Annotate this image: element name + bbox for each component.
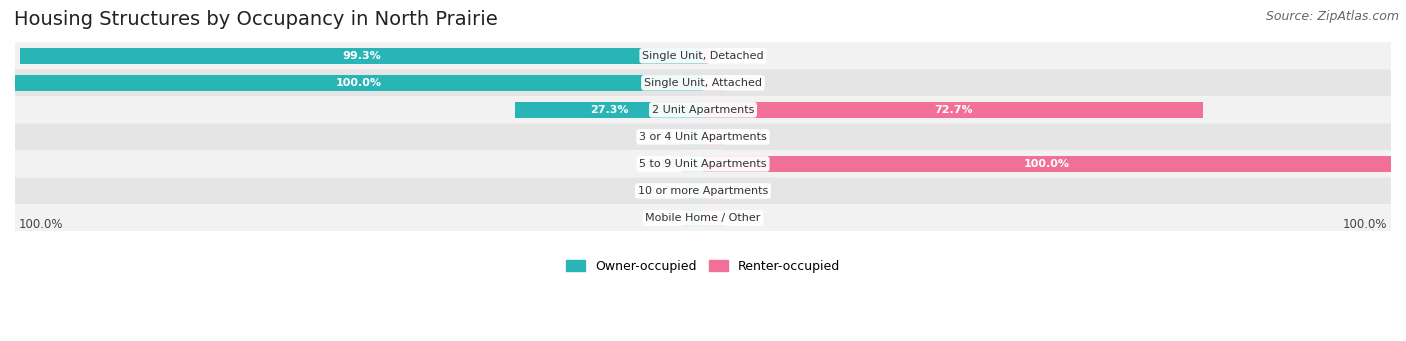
Bar	[703, 156, 1391, 172]
Bar	[515, 102, 703, 118]
Text: 72.7%: 72.7%	[934, 105, 973, 115]
Bar	[703, 48, 709, 64]
Text: 27.3%: 27.3%	[591, 105, 628, 115]
FancyBboxPatch shape	[15, 123, 1391, 150]
Text: 0.0%: 0.0%	[647, 186, 675, 196]
Text: 0.0%: 0.0%	[647, 132, 675, 142]
Text: 10 or more Apartments: 10 or more Apartments	[638, 186, 768, 196]
Bar	[703, 210, 724, 226]
Text: 3 or 4 Unit Apartments: 3 or 4 Unit Apartments	[640, 132, 766, 142]
Text: Housing Structures by Occupancy in North Prairie: Housing Structures by Occupancy in North…	[14, 10, 498, 29]
Text: Source: ZipAtlas.com: Source: ZipAtlas.com	[1265, 10, 1399, 23]
Bar	[682, 129, 703, 145]
Bar	[703, 183, 724, 199]
FancyBboxPatch shape	[15, 42, 1391, 69]
Bar	[703, 129, 724, 145]
Text: 100.0%: 100.0%	[18, 218, 63, 231]
Text: 2 Unit Apartments: 2 Unit Apartments	[652, 105, 754, 115]
Bar	[15, 75, 703, 91]
Text: 0.0%: 0.0%	[731, 132, 759, 142]
Bar	[682, 156, 703, 172]
FancyBboxPatch shape	[15, 69, 1391, 96]
Text: 0.0%: 0.0%	[731, 213, 759, 223]
Text: 0.0%: 0.0%	[731, 78, 759, 88]
FancyBboxPatch shape	[15, 177, 1391, 204]
Text: 99.3%: 99.3%	[342, 51, 381, 61]
FancyBboxPatch shape	[15, 204, 1391, 232]
Bar	[703, 102, 1204, 118]
Legend: Owner-occupied, Renter-occupied: Owner-occupied, Renter-occupied	[561, 255, 845, 278]
Text: Single Unit, Detached: Single Unit, Detached	[643, 51, 763, 61]
Text: 0.0%: 0.0%	[647, 159, 675, 169]
FancyBboxPatch shape	[15, 150, 1391, 177]
Bar	[20, 48, 703, 64]
Text: 5 to 9 Unit Apartments: 5 to 9 Unit Apartments	[640, 159, 766, 169]
FancyBboxPatch shape	[15, 96, 1391, 123]
Text: 0.73%: 0.73%	[714, 51, 751, 61]
Bar	[682, 183, 703, 199]
Bar	[682, 210, 703, 226]
Bar	[703, 75, 724, 91]
Text: 100.0%: 100.0%	[1024, 159, 1070, 169]
Text: Mobile Home / Other: Mobile Home / Other	[645, 213, 761, 223]
Text: 0.0%: 0.0%	[647, 213, 675, 223]
Text: 0.0%: 0.0%	[731, 186, 759, 196]
Text: Single Unit, Attached: Single Unit, Attached	[644, 78, 762, 88]
Text: 100.0%: 100.0%	[336, 78, 382, 88]
Text: 100.0%: 100.0%	[1343, 218, 1388, 231]
